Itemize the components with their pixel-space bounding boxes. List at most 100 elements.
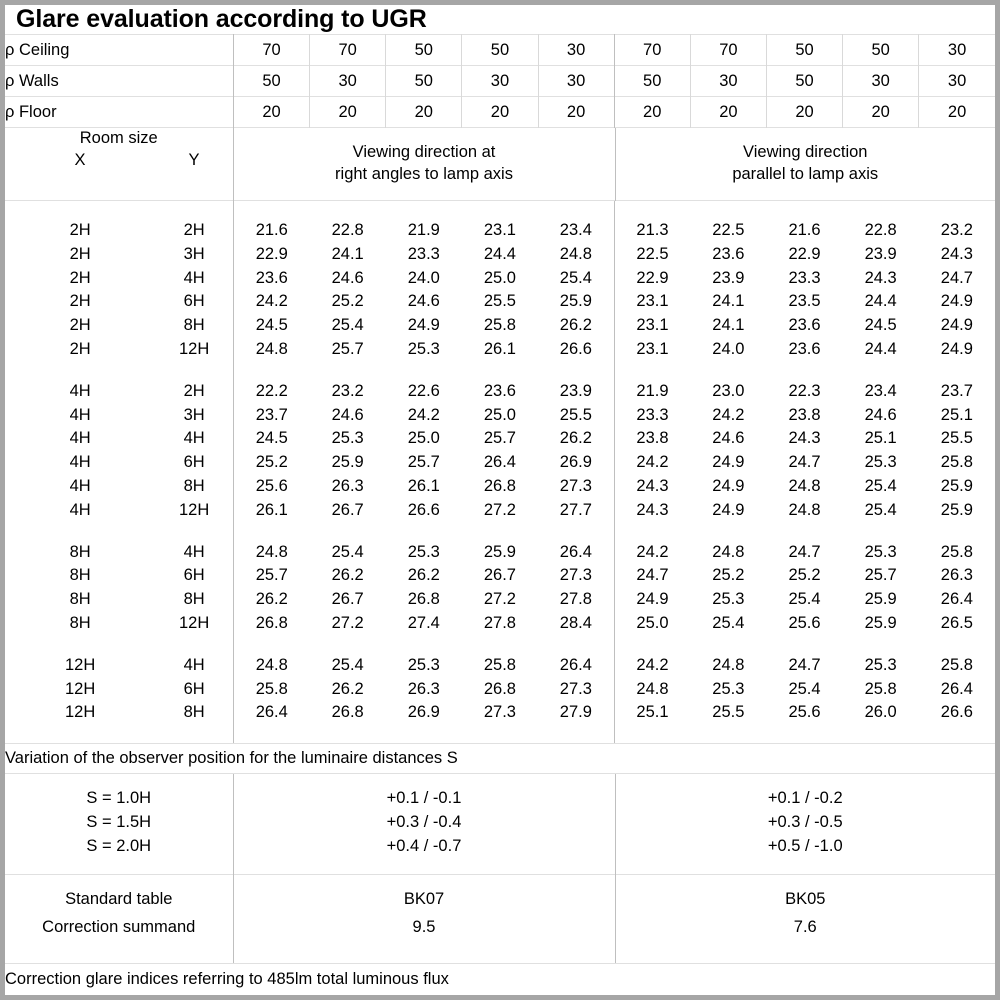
table-row-rho-floor: ρ Floor 20 20 20 20 20 20 20 20 20 20 (5, 96, 995, 128)
ugr-value-parallel: 24.9 (940, 292, 973, 311)
variation-distance-label: S = 1.0H (5, 786, 234, 811)
ugr-value-perpendicular: 25.3 (331, 429, 364, 448)
ugr-value-parallel: 25.1 (864, 429, 897, 448)
rho-ceiling-c5: 30 (538, 34, 615, 66)
ugr-value-perpendicular: 25.7 (483, 429, 516, 448)
ugr-value-perpendicular: 26.2 (538, 427, 615, 452)
ugr-value-parallel: 25.4 (864, 476, 897, 495)
spacer-cell-q2 (690, 725, 766, 743)
ugr-value-parallel: 24.7 (940, 268, 973, 287)
room-size-x-value: 8H (69, 542, 91, 561)
ugr-value-perpendicular: 25.9 (331, 453, 364, 472)
ugr-value-perpendicular: 25.8 (255, 679, 288, 698)
room-size-y-value: 6H (155, 564, 234, 589)
rho-floor-c4: 20 (461, 96, 539, 128)
spacer-cell-p4 (462, 362, 538, 380)
variation-value-perpendicular: +0.3 / -0.4 (233, 810, 616, 835)
room-size-y-value: 8H (155, 474, 234, 499)
ugr-value-parallel: 22.3 (788, 381, 821, 400)
spacer-cell-p5 (538, 725, 615, 744)
ugr-value-perpendicular: 24.8 (538, 242, 615, 267)
spacer-block-3 (5, 635, 995, 654)
standard-table: Standard table BK07 BK05 Correction summand… (5, 874, 995, 964)
table-row-rho-ceiling: ρ Ceiling 70 70 50 50 30 70 70 50 50 30 (5, 34, 995, 66)
ugr-value-parallel: 25.8 (940, 453, 973, 472)
spacer-cell-p1 (233, 725, 309, 743)
ugr-value-parallel: 25.7 (864, 566, 897, 585)
rho-walls-c5: 30 (538, 65, 615, 97)
variation-value-parallel: +0.3 / -0.5 (767, 813, 843, 832)
room-size-y-value: 12H (155, 498, 234, 523)
spacer-cell-q4 (843, 636, 919, 654)
table-row: 4H 2H 22.2 23.2 22.6 23.6 23.9 21.9 23.0 22.3 23.4… (5, 379, 995, 404)
room-size-x-value: 2H (69, 316, 91, 335)
room-size-x-value: 12H (65, 703, 96, 722)
ugr-value-perpendicular: 24.0 (407, 268, 440, 287)
ugr-value-parallel: 24.3 (940, 244, 973, 263)
ugr-value-parallel: 24.2 (636, 655, 669, 674)
variation-pad-label (5, 774, 234, 787)
ugr-value-parallel: 23.4 (864, 381, 897, 400)
spacer-cell-q1 (614, 636, 690, 654)
spacer-cell-q5 (919, 636, 995, 654)
ugr-value-parallel: 25.1 (940, 405, 973, 424)
rho-walls-c2: 30 (309, 65, 387, 97)
spacer-cell-y (155, 635, 234, 654)
table-row-variation: S = 2.0H +0.4 / -0.7 +0.5 / -1.0 (5, 834, 995, 859)
ugr-value-perpendicular: 23.6 (255, 268, 288, 287)
spacer-cell-q4 (843, 201, 919, 219)
ugr-value-perpendicular: 24.6 (331, 405, 364, 424)
ugr-value-parallel: 25.4 (864, 500, 897, 519)
ugr-value-perpendicular: 21.6 (255, 221, 288, 239)
spacer-cell-p4 (462, 636, 538, 654)
ugr-value-perpendicular: 25.6 (255, 476, 288, 495)
rho-ceiling-c8: 50 (766, 34, 844, 66)
table-row: 12H 8H 26.4 26.8 26.9 27.3 27.9 25.1 25.5 25.6 26.… (5, 701, 995, 726)
rho-floor-label: ρ Floor (5, 96, 234, 128)
table-row-standard: Standard table BK07 BK05 (5, 885, 995, 914)
room-size-x-value: 8H (69, 590, 91, 609)
variation-value-perpendicular: +0.1 / -0.1 (233, 786, 616, 811)
ugr-value-perpendicular: 22.8 (331, 221, 364, 239)
variation-distance-label: S = 1.5H (5, 810, 234, 835)
room-size-y-value: 2H (155, 219, 234, 243)
ugr-value-perpendicular: 22.6 (407, 381, 440, 400)
spacer-cell-p5 (538, 635, 615, 654)
variation-pad-perp (233, 774, 616, 787)
ugr-value-parallel: 23.3 (788, 268, 821, 287)
ugr-value-perpendicular: 24.4 (483, 244, 516, 263)
ugr-value-perpendicular: 25.0 (407, 429, 440, 448)
rho-floor-c9: 20 (842, 96, 920, 128)
ugr-value-perpendicular: 28.4 (538, 611, 615, 636)
spacer-cell-q5 (919, 523, 995, 541)
ugr-value-parallel: 25.5 (712, 703, 745, 722)
room-size-y-value: 8H (155, 314, 234, 338)
ugr-value-perpendicular: 24.8 (255, 655, 288, 674)
ugr-value-parallel: 24.9 (712, 453, 745, 472)
viewing-direction-header-table: Room size X Y Viewing direction at right… (5, 128, 995, 201)
ugr-value-parallel: 24.9 (636, 590, 669, 609)
ugr-value-perpendicular: 27.4 (407, 613, 440, 632)
spacer-cell-q5 (919, 362, 995, 380)
rho-ceiling-c2: 70 (309, 34, 387, 66)
ugr-value-parallel: 25.4 (712, 613, 745, 632)
room-size-x-value: 8H (69, 566, 91, 585)
ugr-value-parallel: 24.6 (712, 429, 745, 448)
sheet-tail-space (5, 994, 995, 995)
ugr-value-parallel: 23.9 (712, 268, 745, 287)
variation-pad-bottom-cell-1 (233, 858, 616, 875)
ugr-value-perpendicular: 26.8 (255, 613, 288, 632)
ugr-value-perpendicular: 25.0 (483, 405, 516, 424)
ugr-value-parallel: 21.6 (788, 221, 821, 239)
ugr-value-perpendicular: 26.8 (483, 476, 516, 495)
ugr-value-parallel: 23.7 (940, 381, 973, 400)
ugr-value-perpendicular: 26.4 (538, 540, 615, 565)
spacer-cell-q5 (919, 201, 995, 219)
ugr-value-parallel: 25.4 (788, 590, 821, 609)
ugr-value-parallel: 26.3 (940, 566, 973, 585)
variation-distance-label: S = 2.0H (5, 834, 234, 859)
standard-pad-label (5, 874, 234, 886)
room-size-x-value: 8H (69, 613, 91, 632)
ugr-value-perpendicular: 25.5 (483, 292, 516, 311)
rho-ceiling-c6: 70 (614, 34, 691, 66)
